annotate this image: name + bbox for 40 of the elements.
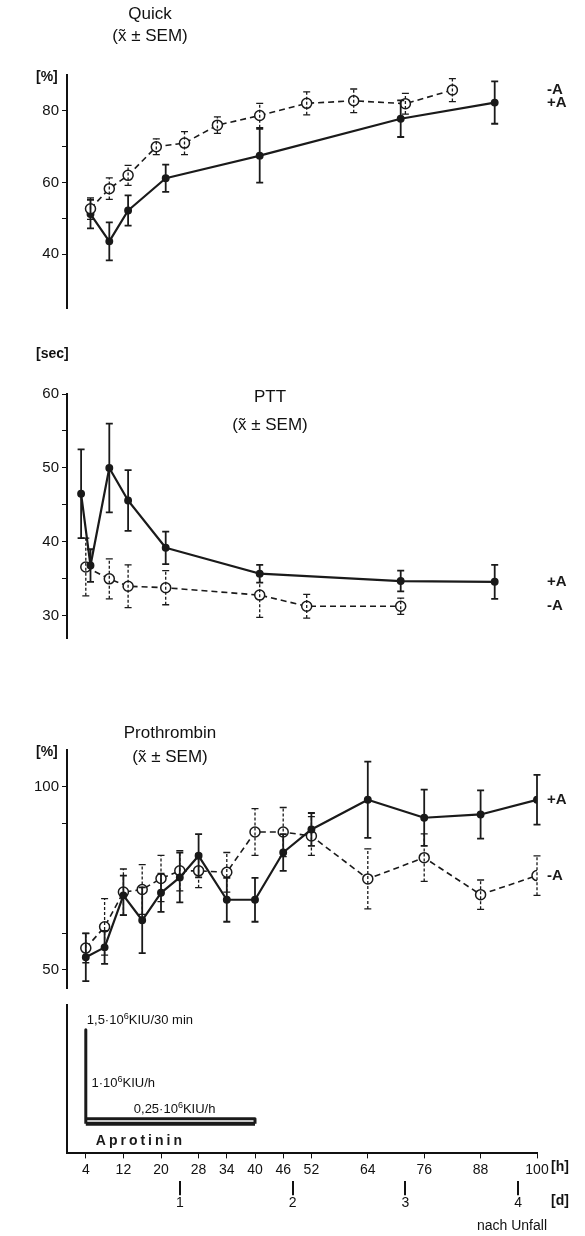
y-tick-label: 80 — [42, 100, 59, 118]
y-axis-title: [sec] — [36, 344, 69, 361]
y-tick-label: 60 — [42, 384, 59, 402]
y-tick-label: 60 — [42, 172, 59, 190]
x-tick-label: 4 — [81, 1160, 90, 1177]
x2-tick-label: 4 — [514, 1194, 523, 1211]
text: nach Unfall — [476, 1217, 548, 1233]
x-tick-label: 64 — [360, 1160, 376, 1177]
text: +A — [547, 571, 567, 589]
x2-tick-label: 3 — [401, 1194, 410, 1211]
text: -A — [547, 596, 563, 614]
chart-title: Quick (x̃ ± SEM) — [112, 3, 188, 45]
chart-title: Prothrombin (x̃ ± SEM) — [123, 722, 217, 766]
x-tick-label: 28 — [190, 1160, 207, 1177]
x-tick-label: 34 — [219, 1160, 235, 1177]
series-label: -A — [547, 865, 563, 883]
text: -A — [547, 80, 563, 98]
x-tick-label: 12 — [115, 1160, 132, 1177]
y-axis-title: [%] — [36, 742, 58, 759]
x-tick-label: 88 — [472, 1160, 489, 1177]
series-label: +A — [547, 789, 567, 807]
y-axis-title: [%] — [36, 67, 58, 84]
x-tick-label: 100 — [525, 1160, 549, 1177]
y-tick-label: 100 — [33, 776, 59, 794]
x2-axis-title: [d] — [551, 1192, 569, 1209]
series-label: Aprotinin — [95, 1131, 186, 1148]
y-tick-label: 40 — [42, 244, 59, 262]
x-tick-label: 76 — [416, 1160, 433, 1177]
x-tick-label: 52 — [303, 1160, 320, 1177]
x-axis-title: [h] — [551, 1158, 569, 1175]
x2-tick-label: 2 — [288, 1194, 297, 1211]
chart-title: PTT (x̃ ± SEM) — [232, 386, 308, 434]
y-tick-label: 40 — [42, 532, 59, 550]
y-tick-label: 50 — [42, 959, 59, 977]
y-tick-label: 30 — [42, 605, 59, 623]
x-tick-label: 46 — [275, 1160, 292, 1177]
y-tick-label: 50 — [42, 458, 59, 476]
x-tick-label: 20 — [153, 1160, 169, 1177]
x2-tick-label: 1 — [175, 1194, 184, 1211]
x-tick-label: 40 — [247, 1160, 263, 1177]
